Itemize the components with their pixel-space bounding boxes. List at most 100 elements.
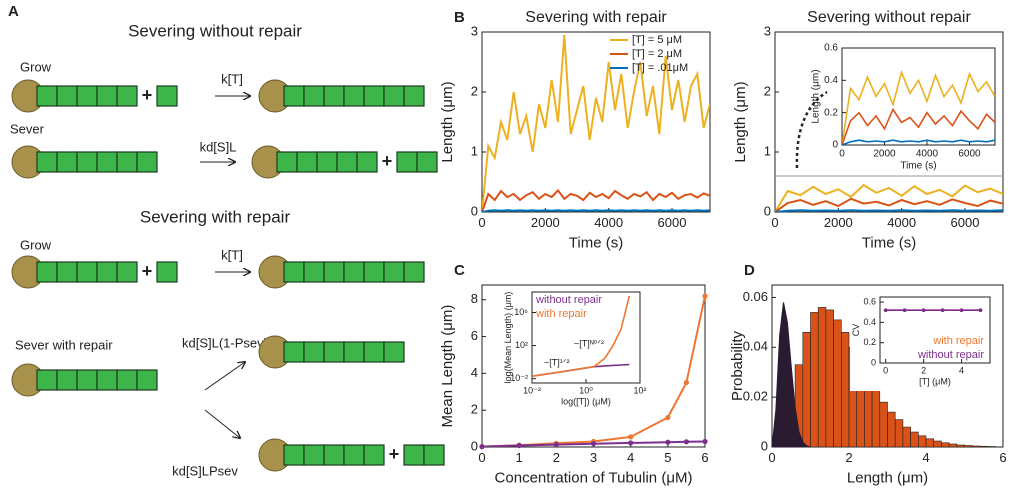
data-line <box>775 209 1003 212</box>
legend-label: [T] = .01μM <box>632 62 688 74</box>
tubulin <box>323 261 345 283</box>
data-point <box>628 434 634 440</box>
x-tick-label: 4 <box>959 365 964 375</box>
histogram-bar <box>941 442 950 448</box>
y-tick-label: 0 <box>764 203 771 218</box>
y-axis-label: log(Mean Length) (μm) <box>503 292 513 384</box>
density-area <box>771 302 811 448</box>
tubulin <box>383 85 405 107</box>
x-tick-label: 1 <box>516 450 523 465</box>
y-tick-label: 0 <box>832 140 838 151</box>
tubulin <box>96 369 118 391</box>
tubulin <box>423 444 445 466</box>
y-tick-label: 0 <box>471 203 478 218</box>
rate-label: k[T] <box>221 71 243 86</box>
panel-label: C <box>454 262 465 279</box>
plot-frame <box>841 47 996 146</box>
x-tick-label: 0 <box>478 215 485 230</box>
data-line <box>775 197 1003 212</box>
legend-label: [T] = 5 μM <box>632 34 682 46</box>
tubulin <box>296 151 318 173</box>
annotation: ~[T]¹ᐟ² <box>544 357 570 367</box>
arrow <box>204 409 240 438</box>
data-line <box>842 139 995 145</box>
data-point <box>921 308 926 313</box>
tubulin <box>36 151 58 173</box>
tubulin <box>276 151 298 173</box>
y-tick-label: 1 <box>471 143 478 158</box>
x-axis-label: [T] (μM) <box>919 376 951 386</box>
step-label: Grow <box>20 59 52 74</box>
tubulin <box>36 369 58 391</box>
panel-label: B <box>454 9 465 26</box>
rate-label: kd[S]L <box>200 139 237 154</box>
histogram-bar <box>817 307 827 448</box>
histogram-bar <box>833 319 842 448</box>
data-point <box>628 440 634 446</box>
y-tick-label: 0.4 <box>863 317 876 327</box>
histogram-bar <box>871 389 881 448</box>
arrow <box>204 362 245 391</box>
x-tick-label: 6000 <box>951 215 980 230</box>
histogram-bar <box>902 426 911 448</box>
tubulin <box>283 341 305 363</box>
tubulin <box>36 85 58 107</box>
panel-label: D <box>744 262 755 279</box>
data-line <box>482 209 710 212</box>
data-point <box>978 308 983 313</box>
legend-label: with repair <box>932 335 984 347</box>
tubulin <box>403 261 425 283</box>
tubulin <box>283 85 305 107</box>
rate-label: k[T] <box>221 247 243 262</box>
tubulin <box>96 151 118 173</box>
x-tick-label: 0 <box>768 450 775 465</box>
tubulin <box>363 341 385 363</box>
x-tick-label: 2 <box>845 450 852 465</box>
y-tick-label: 0.6 <box>863 296 876 306</box>
x-tick-label: 2000 <box>873 149 896 160</box>
step-label: Sever <box>10 121 45 136</box>
x-tick-label: 6000 <box>958 149 981 160</box>
data-point <box>683 379 690 386</box>
tubulin <box>116 261 138 283</box>
y-tick-label: 0 <box>761 438 768 453</box>
tubulin <box>323 444 345 466</box>
plot-frame <box>481 31 711 213</box>
tubulin <box>56 261 78 283</box>
tubulin <box>316 151 338 173</box>
tubulin <box>156 261 178 283</box>
tubulin <box>283 444 305 466</box>
tubulin <box>383 261 405 283</box>
tubulin <box>36 261 58 283</box>
y-tick-label: 10⁶ <box>514 307 528 317</box>
tubulin <box>283 261 305 283</box>
y-axis-label: Mean Length (μm) <box>439 305 456 428</box>
y-tick-label: 0.04 <box>743 339 768 354</box>
histogram-bar <box>979 445 988 448</box>
x-tick-label: 4 <box>627 450 634 465</box>
histogram-bar <box>887 411 896 448</box>
y-tick-label: 3 <box>471 23 478 38</box>
plot-frame <box>879 296 991 364</box>
histogram-bar <box>917 435 927 448</box>
tubulin <box>156 85 178 107</box>
tubulin <box>323 85 345 107</box>
chart-title: Severing with repair <box>525 9 667 26</box>
x-tick-label: 3 <box>590 450 597 465</box>
y-tick-label: 0.2 <box>863 337 876 347</box>
y-axis-label: CV <box>851 324 861 337</box>
histogram-bar <box>933 440 942 448</box>
data-line <box>482 34 710 212</box>
tubulin <box>403 444 425 466</box>
tubulin <box>303 261 325 283</box>
y-tick-label: 0.02 <box>743 389 768 404</box>
y-axis-label: Length (μm) <box>439 81 456 162</box>
data-point <box>702 438 708 445</box>
y-tick-label: 0.4 <box>824 75 838 86</box>
data-point <box>665 439 671 445</box>
x-tick-label: 4000 <box>887 215 916 230</box>
rate-label: kd[S]LPsev <box>172 463 238 478</box>
y-tick-label: 2 <box>471 83 478 98</box>
